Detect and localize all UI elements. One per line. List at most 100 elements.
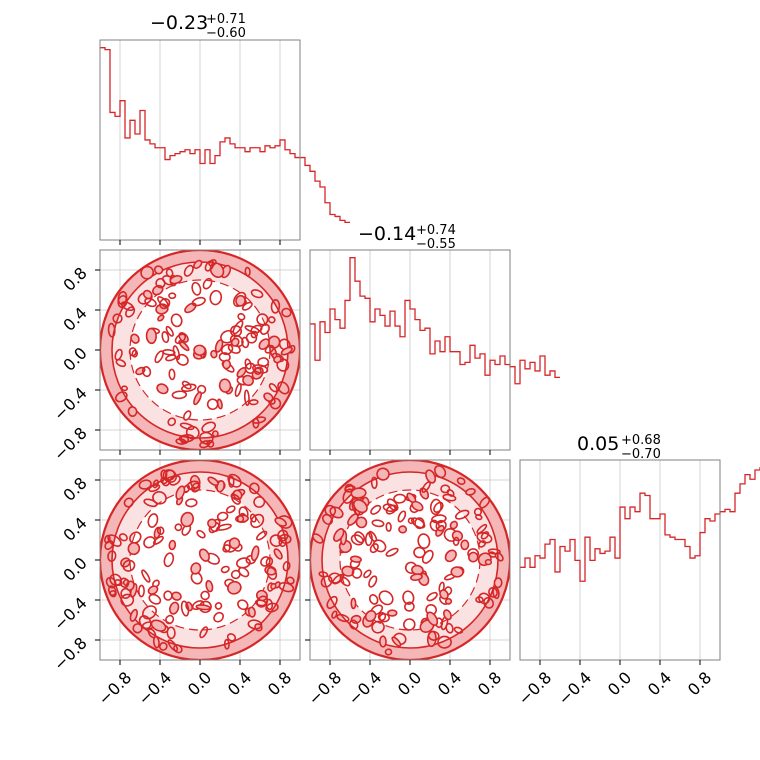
contour-island [206,398,219,411]
y-tick-label: 0.8 [59,473,90,504]
contour-island [142,289,153,300]
contour-island [264,344,275,354]
contour-island [368,575,378,588]
contour-island [155,277,166,289]
contour-island [312,533,324,544]
contour-island [108,585,117,598]
contour-island [216,523,232,531]
contour-island [180,511,195,528]
contour-island [142,605,157,620]
contour-island [382,503,396,512]
contour-island [427,630,440,641]
contour-island [273,548,283,560]
contour-island [223,638,230,650]
contour-island [168,539,177,551]
contour-island [180,600,190,617]
contour-island [332,573,345,585]
contour-island [402,590,415,605]
contour-island [454,509,470,520]
contour-island [190,482,201,493]
contour-island [370,504,382,515]
contour-island [165,614,175,625]
contour-island [229,325,243,338]
contour-island [445,622,454,634]
x-tick-label: 0.8 [474,668,505,699]
contour-island [125,306,136,318]
contour-island [220,343,234,356]
contour-island [168,368,176,381]
x-tick-label: 0.4 [224,668,255,699]
contour-island [193,391,203,406]
y-tick-label: 0.0 [59,553,90,584]
contour-island [181,380,192,390]
contour-island [487,548,501,555]
contour-island [492,586,500,600]
contour-island [349,619,359,630]
contour-island [484,558,493,566]
contour-island [130,333,140,344]
contour-island [398,525,408,534]
title-param-1: −0.14 [358,223,416,245]
contour-island [201,421,217,433]
contour-island [252,364,269,374]
title-param-2-minus: −0.70 [621,447,661,462]
contour-island [364,610,377,622]
contour-island [234,383,242,397]
contour-island [465,487,476,496]
contour-island [230,337,240,347]
contour-island [255,530,268,541]
contour-island [214,602,223,610]
contour-island [452,536,460,546]
contour-island [165,354,177,362]
contour-island [118,533,128,542]
contour-island [384,648,393,656]
contour-island [425,469,437,484]
contour-island [266,566,278,580]
contour-island [378,590,394,606]
contour-island [363,569,372,579]
contour-island [368,594,379,605]
contour-island [324,504,337,517]
contour-island [479,496,491,509]
contour-island [131,349,138,358]
contour-island [250,545,260,562]
contour-island [205,579,214,593]
x-tick-label: −0.4 [554,668,595,709]
x-tick-label: 0.4 [644,668,675,699]
contour-island [114,348,123,361]
contour-island [213,611,224,623]
contour-island [278,533,292,545]
contour-island [228,475,235,488]
contour-island [198,548,210,562]
contour-island [176,353,189,366]
contour-island [107,550,117,562]
contour-island [109,590,117,596]
contour-island [191,296,206,307]
contour-island [204,260,215,272]
contour-island [140,265,155,280]
contour-island [349,555,362,563]
contour-island [147,628,157,639]
contour-island [265,602,279,613]
contour-island [132,623,143,634]
contour-island [331,610,338,619]
contour-island [158,642,168,651]
x-tick-label: −0.4 [344,668,385,709]
contour-island [154,350,164,364]
contour-island [127,541,141,556]
x-tick-label: 0.8 [264,668,295,699]
contour-island [320,575,333,588]
contour-island [456,477,466,486]
x-tick-label: −0.4 [134,668,175,709]
histogram-param-2 [520,467,760,582]
contour-island [282,561,291,572]
contour-island [168,601,180,615]
contour-island [127,406,138,417]
contour-island [341,565,355,577]
contour-island [231,493,241,505]
contour-island [353,531,366,544]
contour-island [185,498,198,508]
contour-island [371,620,385,634]
title-param-2-plus: +0.68 [621,433,661,448]
contour-island [277,529,289,542]
